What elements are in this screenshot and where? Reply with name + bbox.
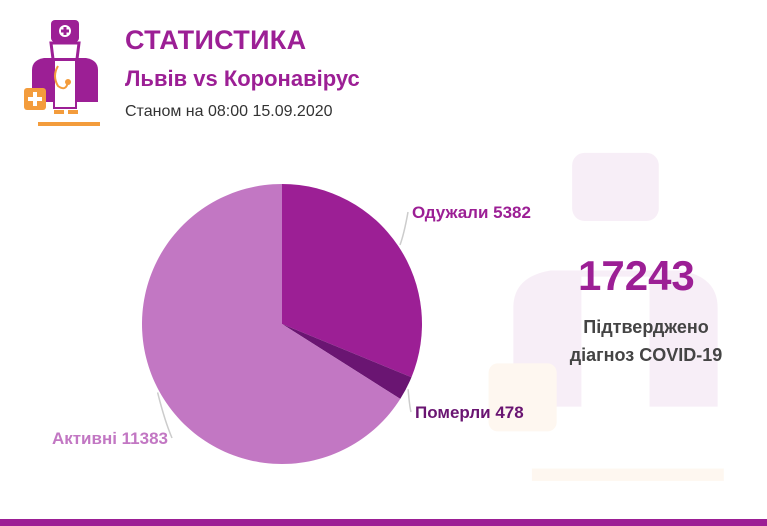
doctor-logo-icon xyxy=(24,20,100,126)
date-line: Станом на 08:00 15.09.2020 xyxy=(125,103,333,120)
leader-line-2 xyxy=(407,389,412,413)
leader-line-1 xyxy=(399,211,409,246)
bottom-bar xyxy=(0,519,767,526)
slice-label-1: Одужали 5382 xyxy=(412,203,531,222)
slice-label-3: Активні 11383 xyxy=(52,429,168,448)
pie-slice-1 xyxy=(282,184,422,378)
page-subtitle: Львів vs Коронавірус xyxy=(125,66,360,91)
confirmed-label-line1: Підтверджено xyxy=(583,317,709,337)
leader-line-3 xyxy=(156,392,173,439)
confirmed-label: Підтверджено діагноз COVID-19 xyxy=(540,313,752,369)
pie-slice-3 xyxy=(141,184,401,465)
slice-label-2: Померли 478 xyxy=(415,403,524,422)
confirmed-count: 17243 xyxy=(578,252,695,299)
page-title: СТАТИСТИКА xyxy=(125,25,307,55)
confirmed-label-line2: діагноз COVID-19 xyxy=(569,345,723,365)
pie-slice-2 xyxy=(282,324,412,399)
doctor-watermark-icon xyxy=(488,152,724,481)
